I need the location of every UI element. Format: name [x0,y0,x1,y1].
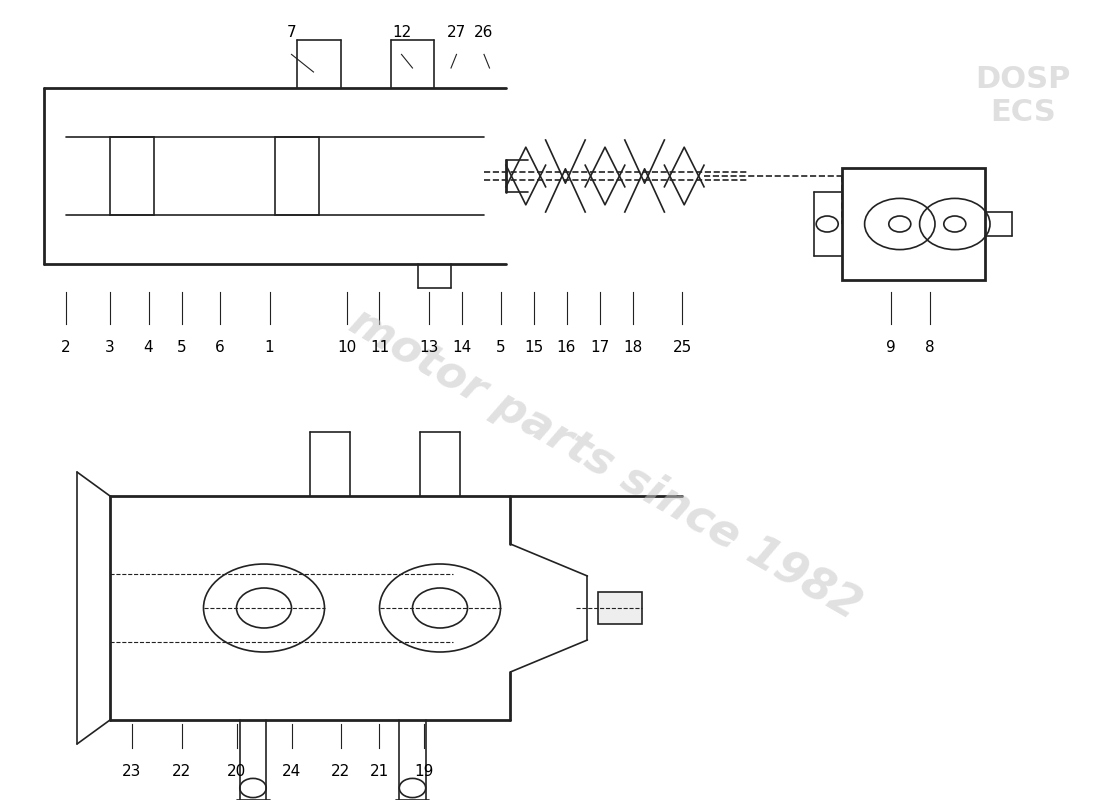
Bar [842,168,984,179]
Text: 21: 21 [370,764,389,779]
Bar [275,138,319,214]
Bar [110,496,154,720]
Text: 23: 23 [122,764,142,779]
Bar [842,168,855,280]
Text: 26: 26 [474,25,494,40]
Text: 7: 7 [287,25,296,40]
Text: 2: 2 [62,340,70,355]
Bar [44,88,506,124]
Text: 1: 1 [265,340,274,355]
Text: 5: 5 [496,340,505,355]
Bar [984,212,1012,236]
Text: 14: 14 [452,340,472,355]
Text: 20: 20 [227,764,246,779]
Bar [971,168,984,280]
Text: 5: 5 [177,340,186,355]
Text: 10: 10 [337,340,356,355]
Text: 3: 3 [106,340,114,355]
Bar [842,168,984,280]
Text: 19: 19 [414,764,433,779]
Text: 9: 9 [887,340,895,355]
Bar [77,472,110,744]
Text: 4: 4 [144,340,153,355]
Text: 6: 6 [216,340,224,355]
Text: 16: 16 [557,340,576,355]
Text: motor parts since 1982: motor parts since 1982 [342,300,868,628]
Text: 25: 25 [672,340,692,355]
Bar [44,228,506,264]
Text: DOSP
ECS: DOSP ECS [976,65,1070,127]
Text: 27: 27 [447,25,466,40]
Text: 11: 11 [370,340,389,355]
Bar [110,138,154,214]
Text: 15: 15 [524,340,543,355]
Bar [842,269,984,280]
Text: 8: 8 [925,340,934,355]
Text: 12: 12 [392,25,411,40]
Text: 22: 22 [331,764,351,779]
Bar [598,592,642,624]
Text: 24: 24 [282,764,301,779]
Text: 22: 22 [172,764,191,779]
Text: 13: 13 [419,340,439,355]
Text: 17: 17 [590,340,609,355]
Text: 18: 18 [623,340,642,355]
Bar [110,496,510,528]
